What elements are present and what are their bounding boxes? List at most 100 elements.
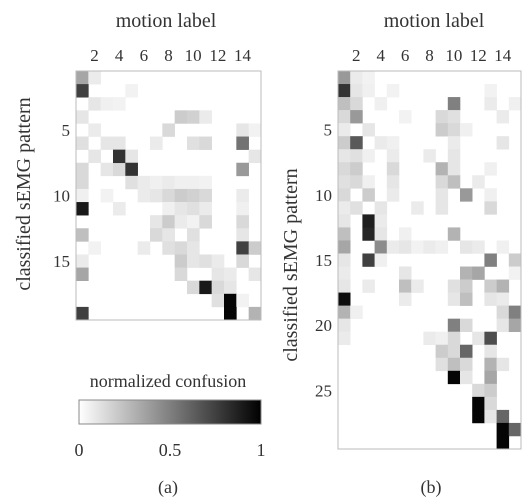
heatmap-cell	[76, 110, 89, 124]
heatmap-cell	[187, 188, 200, 203]
heatmap-cell	[362, 279, 375, 293]
heatmap-cell	[76, 254, 89, 268]
heatmap-cell	[236, 136, 249, 150]
panel-b-y-ticks: 5 10 15 20 25	[315, 121, 332, 401]
x-tick-label: 14	[494, 46, 512, 65]
heatmap-cell	[496, 357, 510, 372]
heatmap-cell	[460, 318, 473, 332]
heatmap-cell	[100, 136, 114, 150]
heatmap-cell	[460, 188, 473, 202]
heatmap-cell	[423, 331, 436, 346]
heatmap-cell	[125, 149, 138, 164]
heatmap-cell	[236, 228, 249, 242]
x-tick-label: 6	[140, 46, 149, 65]
heatmap-cell	[411, 279, 424, 293]
colorbar: normalized confusion 0 0.5 1	[75, 371, 266, 460]
x-tick-label: 8	[164, 46, 173, 65]
heatmap-cell	[350, 305, 363, 319]
panel-b-ylabel: classified sEMG pattern	[280, 168, 302, 361]
heatmap-cell	[484, 344, 497, 359]
heatmap-cell	[374, 201, 388, 215]
heatmap-cell	[350, 71, 363, 85]
heatmap-cell	[508, 422, 522, 437]
heatmap-cell	[496, 422, 510, 437]
heatmap-cell	[362, 188, 375, 202]
x-tick-label: 6	[401, 46, 410, 65]
heatmap-cell	[174, 267, 188, 281]
heatmap-cell	[150, 188, 163, 203]
heatmap-cell	[508, 318, 522, 332]
heatmap-cell	[113, 149, 126, 164]
heatmap-cell	[113, 162, 126, 177]
y-tick-label: 15	[53, 252, 70, 271]
panel-b-cells	[338, 71, 522, 450]
heatmap-cell	[174, 188, 188, 203]
heatmap-cell	[236, 188, 249, 203]
y-tick-label: 5	[62, 121, 71, 140]
heatmap-cell	[76, 306, 89, 321]
colorbar-tick-1: 0.5	[159, 440, 182, 460]
heatmap-cell	[174, 254, 188, 268]
heatmap-cell	[248, 306, 262, 321]
heatmap-cell	[386, 188, 400, 202]
heatmap-cell	[435, 162, 449, 176]
heatmap-cell	[484, 201, 497, 215]
heatmap-cell	[125, 84, 138, 98]
heatmap-cell	[199, 202, 212, 216]
heatmap-cell	[76, 188, 89, 203]
heatmap-cell	[338, 201, 351, 215]
heatmap-cell	[374, 240, 388, 254]
heatmap-cell	[472, 383, 485, 398]
heatmap-cell	[162, 228, 175, 242]
heatmap-cell	[350, 201, 363, 215]
heatmap-cell	[496, 409, 510, 424]
heatmap-cell	[162, 188, 175, 203]
heatmap-cell	[435, 110, 449, 124]
heatmap-cell	[224, 293, 237, 308]
heatmap-cell	[484, 383, 497, 398]
heatmap-cell	[338, 175, 351, 189]
heatmap-cell	[435, 175, 449, 189]
heatmap-cell	[447, 110, 461, 124]
heatmap-cell	[100, 188, 114, 203]
panel-a-cells	[76, 71, 262, 321]
heatmap-cell	[350, 162, 363, 176]
x-tick-label: 10	[185, 46, 202, 65]
heatmap-cell	[484, 162, 497, 176]
heatmap-cell	[484, 279, 497, 293]
heatmap-cell	[350, 110, 363, 124]
heatmap-cell	[508, 97, 522, 111]
heatmap-cell	[496, 305, 510, 319]
heatmap-cell	[484, 188, 497, 202]
heatmap-cell	[338, 318, 351, 332]
heatmap-cell	[460, 344, 473, 359]
x-tick-label: 2	[90, 46, 99, 65]
x-tick-label: 2	[352, 46, 361, 65]
heatmap-cell	[447, 149, 461, 163]
heatmap-cell	[162, 241, 175, 255]
heatmap-cell	[224, 267, 237, 281]
heatmap-cell	[248, 149, 262, 164]
heatmap-cell	[362, 123, 375, 137]
heatmap-cell	[362, 227, 375, 241]
heatmap-cell	[386, 136, 400, 150]
heatmap-cell	[338, 240, 351, 254]
heatmap-cell	[211, 293, 225, 308]
heatmap-cell	[362, 214, 375, 228]
heatmap-cell	[496, 292, 510, 306]
panel-b-x-ticks: 2 4 6 8 10 12 14	[352, 46, 512, 65]
panel-a-ylabel: classified sEMG pattern	[13, 97, 35, 290]
heatmap-cell	[248, 267, 262, 281]
heatmap-cell	[460, 292, 473, 306]
heatmap-cell	[174, 241, 188, 255]
heatmap-cell	[411, 240, 424, 254]
heatmap-cell	[236, 215, 249, 229]
heatmap-cell	[508, 305, 522, 319]
heatmap-cell	[460, 240, 473, 254]
heatmap-cell	[187, 202, 200, 216]
heatmap-cell	[88, 123, 101, 137]
heatmap-cell	[150, 228, 163, 242]
heatmap-cell	[484, 331, 497, 346]
heatmap-cell	[496, 435, 510, 450]
heatmap-cell	[484, 253, 497, 267]
